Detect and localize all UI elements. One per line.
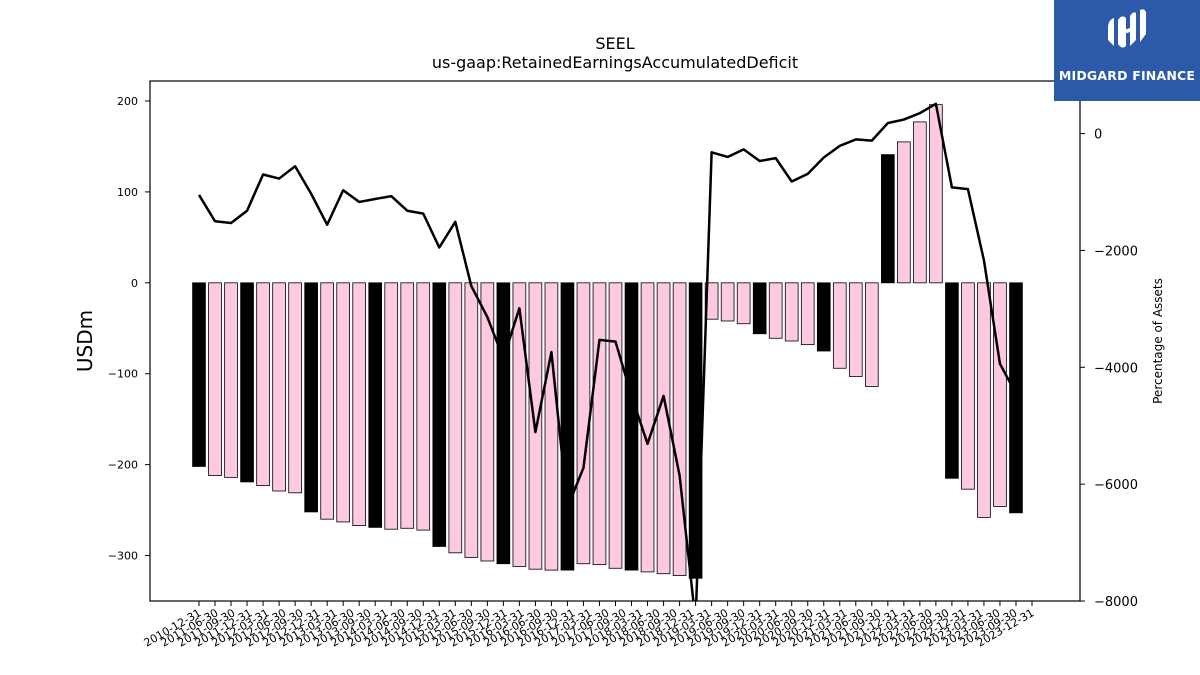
bar [336, 282, 350, 523]
bar [848, 282, 863, 377]
axes: −300 −200 −100 0 100 200 −8000 −6000 −4000 −2000 0… [108, 80, 1138, 650]
y-tick-label: 200 [117, 95, 138, 108]
bar [832, 282, 847, 369]
bar [752, 282, 767, 335]
bar [624, 282, 639, 571]
bar [768, 282, 783, 339]
y-tick-label: 100 [117, 186, 138, 199]
bar [897, 141, 911, 284]
bar [448, 282, 463, 554]
bar [736, 282, 751, 325]
bar [560, 282, 575, 571]
bar [512, 282, 527, 567]
bar [881, 154, 895, 284]
bar-series [192, 104, 1023, 579]
y2-tick-label: 0 [1094, 128, 1102, 143]
bar [416, 282, 431, 531]
bar [913, 121, 927, 284]
bar [977, 282, 991, 518]
midgard-finance-logo: MIDGARD FINANCE [1054, 0, 1200, 101]
y-tick-label: −200 [108, 459, 138, 472]
bar [304, 282, 318, 513]
bar [432, 282, 447, 547]
bar [208, 282, 222, 476]
y-tick-label: −100 [108, 368, 138, 381]
bar [656, 282, 671, 575]
bar [224, 282, 238, 478]
bar [256, 282, 270, 486]
bar [800, 282, 815, 346]
y2-tick-label: −2000 [1094, 244, 1138, 259]
bar [464, 282, 479, 558]
bar [784, 282, 799, 342]
bar [993, 282, 1007, 507]
bar [352, 282, 366, 526]
bar [368, 282, 383, 528]
bar [672, 282, 687, 576]
bar [608, 282, 623, 569]
y-axis-label: USDm [73, 310, 97, 372]
y-tick-label: −300 [108, 550, 138, 563]
bar [384, 282, 399, 530]
bar [945, 282, 959, 479]
bar [720, 282, 735, 322]
bar [865, 282, 879, 387]
bar [961, 282, 975, 490]
bar [320, 282, 334, 520]
y2-axis-label: Percentage of Assets [1151, 278, 1165, 404]
bar [240, 282, 254, 483]
y2-tick-label: −6000 [1094, 478, 1138, 493]
bar [592, 282, 607, 566]
y2-tick-label: −8000 [1094, 595, 1138, 610]
y-tick-label: 0 [131, 277, 138, 290]
line-series [197, 102, 1018, 601]
bar [688, 282, 703, 579]
bar [400, 282, 415, 529]
bar [288, 282, 302, 494]
y2-tick-label: −4000 [1094, 361, 1138, 376]
chart-subtitle: us-gaap:RetainedEarningsAccumulatedDefic… [432, 53, 798, 72]
bar [1009, 282, 1023, 514]
midgard-logo-icon [1108, 9, 1146, 48]
bar [496, 282, 511, 565]
bar [192, 282, 206, 467]
logo-text: MIDGARD FINANCE [1058, 68, 1196, 83]
bar [480, 282, 495, 562]
bar [816, 282, 831, 352]
bar [704, 282, 719, 320]
bar [272, 282, 286, 492]
series-line [197, 102, 1018, 601]
bar [544, 282, 559, 571]
chart-title: SEEL [595, 34, 634, 53]
